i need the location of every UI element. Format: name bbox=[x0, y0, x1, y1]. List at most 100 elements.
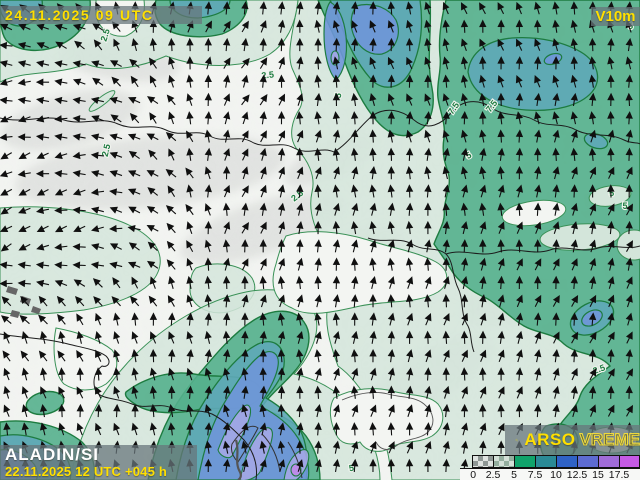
wind-arrow bbox=[314, 92, 322, 107]
wind-arrow bbox=[497, 330, 505, 344]
wind-arrow bbox=[607, 147, 615, 161]
wind-arrow bbox=[460, 202, 469, 216]
logo-org: ARSO bbox=[524, 430, 576, 449]
wind-arrow bbox=[351, 37, 359, 52]
wind-arrow bbox=[387, 422, 395, 436]
wind-arrow bbox=[479, 221, 487, 234]
wind-arrow bbox=[405, 202, 414, 216]
wind-arrow bbox=[369, 441, 377, 454]
wind-arrow bbox=[204, 257, 212, 271]
wind-arrow bbox=[588, 220, 597, 235]
wind-arrow bbox=[35, 96, 50, 105]
wind-arrow bbox=[113, 349, 121, 363]
wind-arrow bbox=[54, 170, 68, 178]
wind-arrow bbox=[479, 422, 487, 436]
wind-arrow bbox=[351, 385, 359, 399]
wind-arrow bbox=[332, 147, 341, 161]
sun-icon bbox=[515, 438, 519, 442]
wind-arrow bbox=[479, 184, 487, 198]
wind-arrow bbox=[625, 111, 633, 125]
wind-arrow bbox=[442, 38, 450, 52]
wind-arrow bbox=[570, 56, 578, 70]
wind-arrow bbox=[405, 74, 414, 88]
wind-arrow bbox=[589, 257, 597, 271]
wind-arrow bbox=[497, 202, 505, 216]
wind-arrow bbox=[625, 92, 633, 107]
wind-arrow bbox=[387, 165, 395, 180]
wind-arrow bbox=[424, 202, 432, 216]
wind-arrow bbox=[127, 170, 141, 177]
wind-arrow bbox=[204, 203, 212, 216]
wind-arrow bbox=[460, 239, 469, 253]
wind-arrow bbox=[314, 440, 322, 454]
wind-arrow bbox=[479, 2, 486, 15]
wind-arrow bbox=[223, 422, 231, 436]
wind-arrow bbox=[259, 221, 267, 234]
wind-arrow bbox=[626, 404, 634, 417]
wind-arrow bbox=[607, 239, 615, 253]
wind-arrow bbox=[36, 243, 50, 251]
wind-arrow bbox=[497, 367, 505, 381]
wind-arrow bbox=[186, 147, 194, 161]
wind-arrow bbox=[296, 202, 304, 216]
field-label: V10m bbox=[591, 7, 640, 26]
wind-arrow bbox=[332, 239, 341, 253]
wind-arrow bbox=[277, 275, 286, 290]
wind-arrow bbox=[351, 92, 359, 107]
wind-arrow bbox=[131, 331, 139, 344]
wind-arrow bbox=[204, 111, 212, 125]
wind-arrow bbox=[460, 275, 469, 289]
wind-arrow bbox=[76, 386, 84, 399]
wind-arrow bbox=[405, 294, 414, 308]
wind-arrow bbox=[442, 458, 450, 473]
wind-arrow bbox=[314, 184, 322, 198]
wind-arrow bbox=[72, 115, 86, 123]
wind-arrow bbox=[39, 422, 48, 436]
wind-arrow bbox=[149, 422, 157, 436]
wind-arrow bbox=[314, 19, 322, 33]
wind-arrow bbox=[589, 275, 597, 290]
wind-arrow bbox=[369, 1, 377, 15]
wind-arrow bbox=[241, 1, 249, 15]
wind-arrow bbox=[588, 111, 597, 125]
wind-arrow bbox=[314, 257, 322, 271]
wind-arrow bbox=[314, 349, 322, 363]
wind-arrow bbox=[241, 385, 249, 399]
wind-arrow bbox=[73, 225, 86, 233]
wind-arrow bbox=[625, 349, 633, 363]
wind-arrow bbox=[351, 111, 359, 125]
wind-arrow bbox=[149, 276, 157, 289]
wind-arrow bbox=[534, 166, 542, 180]
wind-arrow bbox=[296, 74, 304, 88]
wind-arrow bbox=[259, 348, 267, 363]
wind-arrow bbox=[405, 385, 414, 399]
wind-arrow bbox=[479, 129, 487, 143]
wind-arrow bbox=[534, 1, 542, 15]
wind-arrow bbox=[588, 312, 597, 326]
wind-arrow bbox=[515, 275, 524, 290]
wind-arrow bbox=[241, 57, 250, 69]
wind-arrow bbox=[424, 239, 432, 253]
wind-arrow bbox=[406, 276, 414, 289]
wind-arrow bbox=[369, 348, 377, 363]
wind-arrow bbox=[146, 225, 159, 232]
wind-arrow bbox=[552, 275, 560, 290]
wind-arrow bbox=[369, 20, 377, 33]
wind-arrow bbox=[204, 440, 212, 454]
wind-arrow bbox=[607, 331, 615, 344]
wind-arrow bbox=[90, 188, 105, 196]
river-line bbox=[234, 439, 242, 480]
wind-arrow bbox=[424, 276, 432, 289]
wind-arrow bbox=[387, 184, 395, 198]
wind-arrow bbox=[387, 93, 395, 106]
wind-arrow bbox=[277, 403, 286, 418]
wind-arrow bbox=[241, 275, 249, 290]
wind-arrow bbox=[387, 458, 395, 473]
wind-arrow bbox=[131, 422, 139, 436]
wind-arrow bbox=[424, 312, 432, 326]
wind-arrow bbox=[424, 422, 432, 436]
wind-arrow bbox=[259, 74, 267, 88]
wind-arrow bbox=[186, 240, 194, 252]
wind-arrow bbox=[552, 19, 560, 33]
wind-arrow bbox=[424, 458, 432, 473]
